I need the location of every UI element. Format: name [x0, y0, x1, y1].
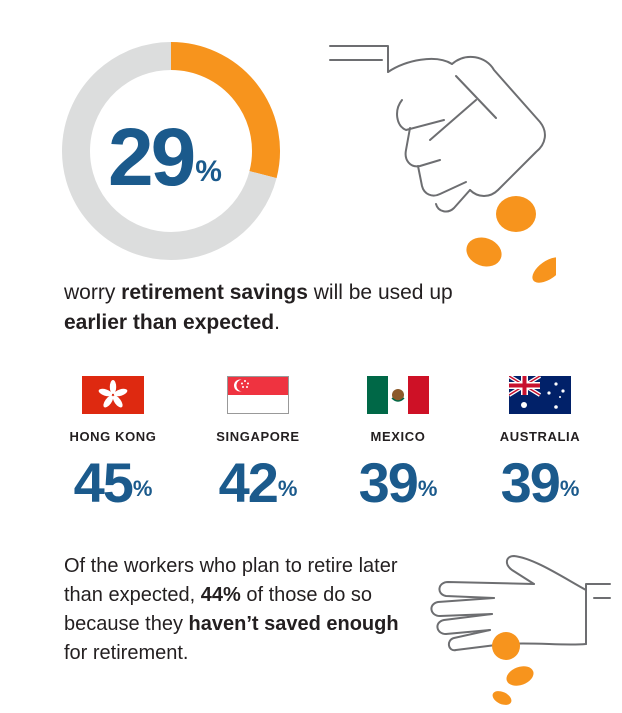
headline-description: worry retirement savings will be used up… [64, 278, 464, 338]
country-unit: % [132, 476, 153, 501]
country-mexico: MEXICO 39% [333, 376, 463, 518]
country-value: 42 [218, 451, 279, 514]
headline-percentage: 29% [108, 108, 248, 208]
hong-kong-flag-icon [82, 376, 144, 414]
country-name: HONG KONG [69, 429, 157, 444]
outro-text-1: Of the workers who plan to retire later … [64, 555, 398, 606]
country-value: 39 [358, 451, 419, 514]
intro-emphasis-savings: retirement savings [121, 281, 308, 304]
country-percentage: 39% [333, 448, 463, 518]
country-australia: AUSTRALIA 39% [475, 376, 605, 518]
footer-description: Of the workers who plan to retire later … [64, 552, 414, 668]
open-hand-coins-illustration [430, 555, 611, 705]
country-percentage: 42% [193, 448, 323, 518]
coins [492, 632, 534, 705]
outro-text-2: of those do so because they [64, 584, 373, 635]
country-value: 45 [73, 451, 134, 514]
country-percentage: 45% [48, 448, 178, 518]
country-unit: % [277, 476, 298, 501]
country-percentage: 39% [475, 448, 605, 518]
donut-chart [62, 42, 280, 260]
hand-dropping-coins-illustration [329, 45, 556, 283]
headline-value: 29 [108, 112, 196, 203]
australia-flag-icon [509, 376, 571, 414]
falling-coins [466, 196, 556, 283]
mexico-flag-icon [367, 376, 429, 414]
intro-text-2: will be used up [307, 281, 453, 304]
singapore-flag-icon [227, 376, 289, 414]
outro-text-3: for retirement. [64, 642, 189, 664]
country-singapore: SINGAPORE 42% [193, 376, 323, 518]
donut-slice-worry [170, 42, 280, 179]
country-value: 39 [500, 451, 561, 514]
intro-emphasis-earlier: earlier than expected [64, 311, 275, 334]
headline-unit: % [195, 155, 222, 188]
country-unit: % [417, 476, 438, 501]
country-name: MEXICO [370, 429, 426, 444]
outro-emphasis-havent-saved: haven’t saved enough [188, 613, 399, 635]
country-unit: % [559, 476, 580, 501]
intro-text-3: . [274, 311, 280, 334]
outro-emphasis-44: 44% [200, 584, 241, 606]
donut-slice-remainder [62, 42, 277, 260]
country-hong-kong: HONG KONG 45% [48, 376, 178, 518]
country-name: SINGAPORE [216, 429, 300, 444]
country-name: AUSTRALIA [499, 429, 581, 444]
intro-text-1: worry [64, 281, 122, 304]
